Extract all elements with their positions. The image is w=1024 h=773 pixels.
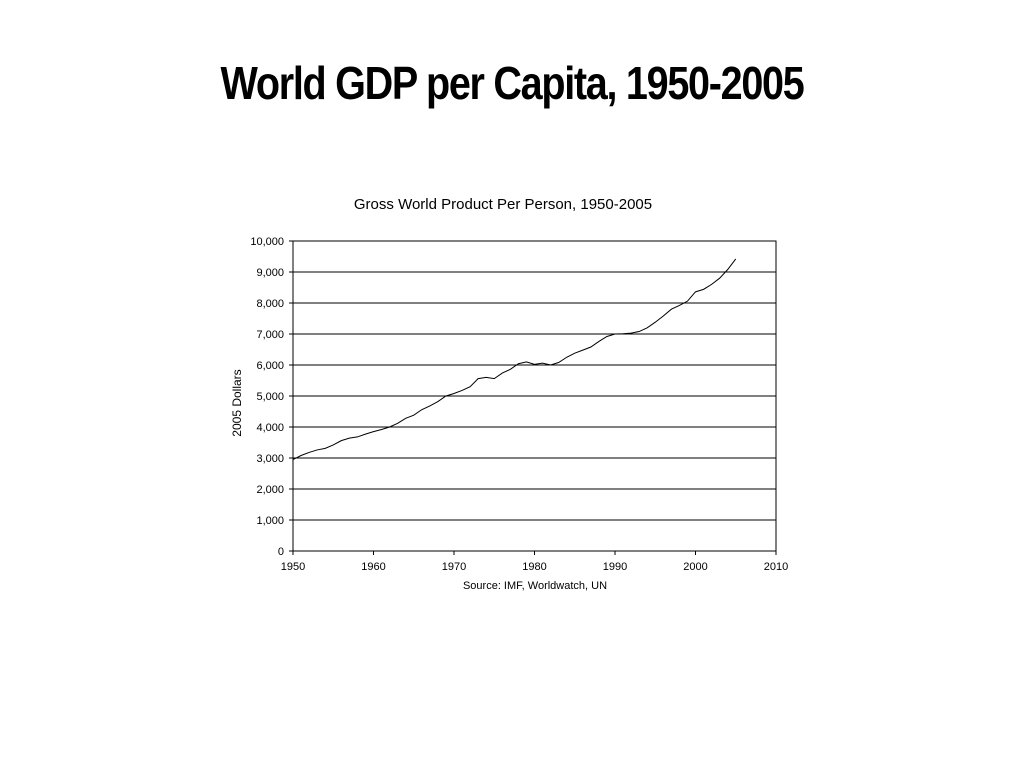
x-tick-label-1960: 1960 xyxy=(361,561,385,573)
gridlines xyxy=(293,240,776,552)
y-axis-tick-labels: 0 1,000 2,000 3,000 4,000 5,000 6,000 7,000 8,00… xyxy=(250,236,293,558)
source-note: Source: IMF, Worldwatch, UN xyxy=(463,580,607,592)
x-tick-label-2010: 2010 xyxy=(764,561,788,573)
x-tick-label-1980: 1980 xyxy=(522,561,546,573)
slide-title: World GDP per Capita, 1950-2005 xyxy=(220,57,805,109)
y-tick-label-2000: 2,000 xyxy=(256,484,284,496)
x-tick-label-1990: 1990 xyxy=(603,561,627,573)
chart-title: Gross World Product Per Person, 1950-200… xyxy=(354,196,652,213)
y-tick-label-7000: 7,000 xyxy=(256,329,284,341)
y-tick-label-8000: 8,000 xyxy=(256,298,284,310)
x-tick-label-2000: 2000 xyxy=(683,561,707,573)
y-tick-label-9000: 9,000 xyxy=(256,267,284,279)
x-tick-label-1970: 1970 xyxy=(442,561,466,573)
y-tick-label-6000: 6,000 xyxy=(256,360,284,372)
y-tick-label-1000: 1,000 xyxy=(256,515,284,527)
y-tick-label-4000: 4,000 xyxy=(256,422,284,434)
y-tick-label-5000: 5,000 xyxy=(256,391,284,403)
series-line-gwp-per-person xyxy=(292,258,737,460)
y-tick-label-0: 0 xyxy=(278,546,284,558)
y-tick-label-3000: 3,000 xyxy=(256,453,284,465)
y-tick-label-10000: 10,000 xyxy=(250,236,284,248)
x-tick-label-1950: 1950 xyxy=(281,561,305,573)
y-axis-label: 2005 Dollars xyxy=(230,369,244,436)
x-axis-tick-labels: 1950 1960 1970 1980 1990 2000 2010 xyxy=(281,551,788,573)
